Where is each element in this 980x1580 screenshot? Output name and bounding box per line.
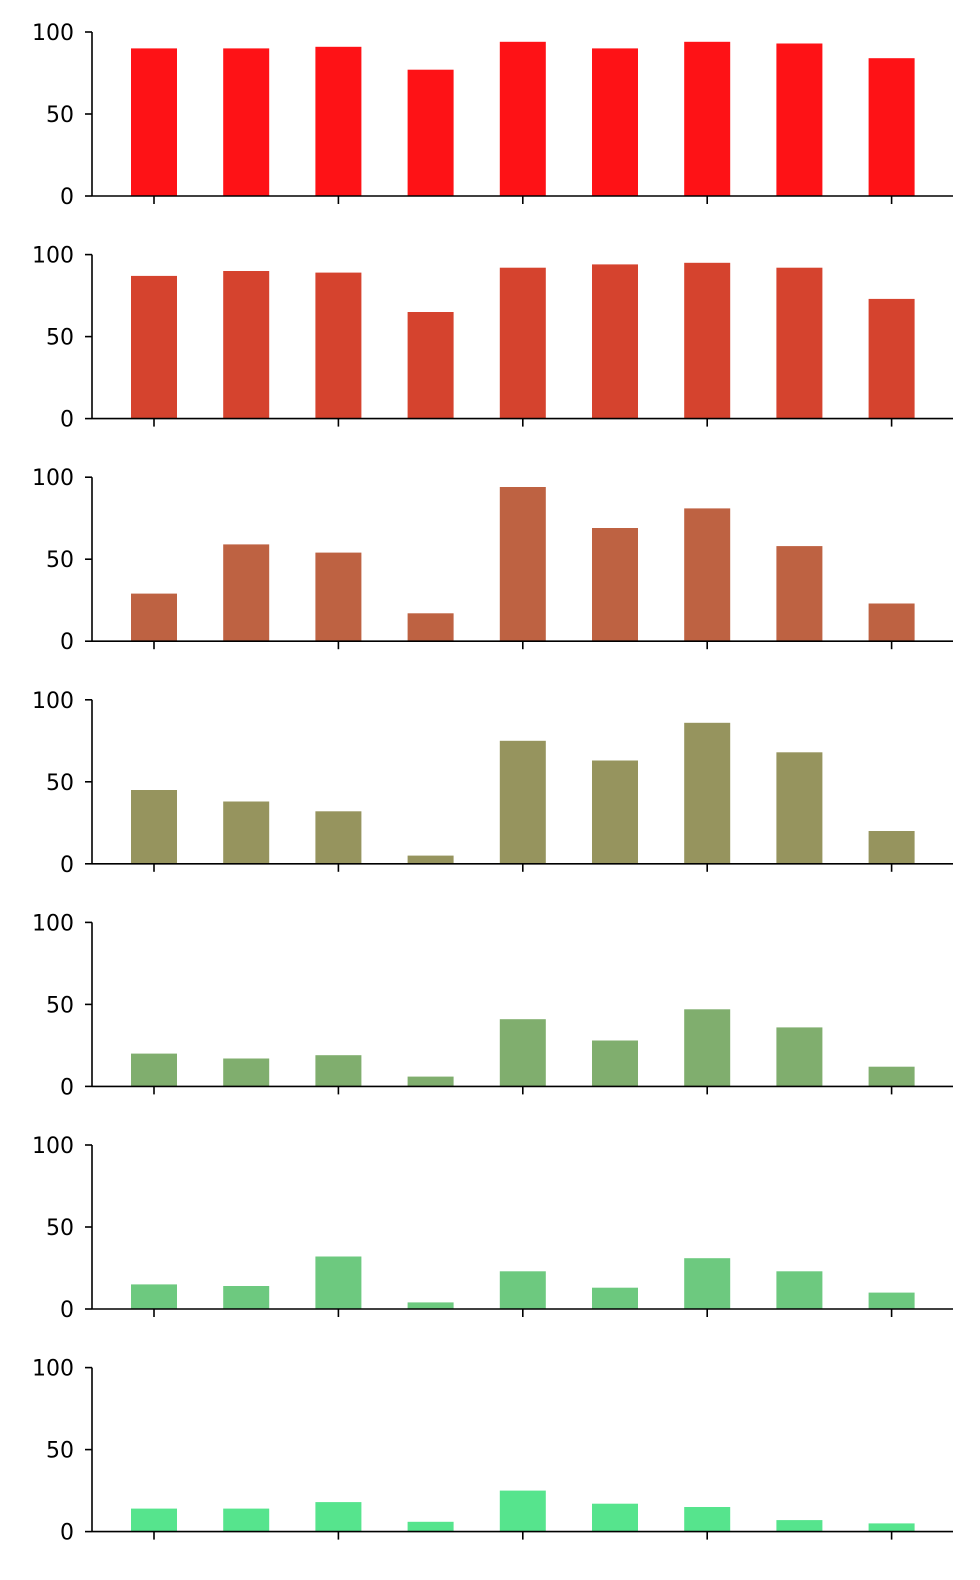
y-tick-label: 0 (60, 185, 74, 210)
y-tick-label: 100 (32, 244, 74, 269)
bar (407, 1076, 454, 1087)
bar (776, 546, 823, 642)
y-tick-label: 0 (60, 1298, 74, 1323)
bar (499, 487, 546, 642)
bar (131, 48, 177, 197)
bar (223, 271, 270, 419)
bar (684, 1009, 731, 1087)
bar (684, 1258, 731, 1309)
bar (499, 1490, 546, 1532)
chart-panel-4: 0 50 100 (32, 689, 953, 878)
y-tick-label: 50 (46, 771, 74, 796)
bar (592, 528, 638, 642)
bar (407, 312, 454, 419)
y-tick-label: 100 (32, 1134, 74, 1159)
y-tick-label: 100 (32, 911, 74, 936)
bar (868, 1292, 915, 1309)
y-tick-label: 0 (60, 408, 74, 433)
bar (868, 603, 915, 642)
bar (592, 264, 638, 419)
chart-panel-7: 0 50 100 (32, 1357, 953, 1546)
bar (868, 1523, 915, 1532)
y-tick-label: 50 (46, 993, 74, 1018)
bar (868, 1066, 915, 1087)
bar (131, 1284, 177, 1309)
chart-panel-3: 0 50 100 (32, 466, 953, 655)
y-tick-label: 50 (46, 548, 74, 573)
bar (131, 593, 177, 642)
chart-panel-2: 0 50 100 (32, 244, 953, 433)
bar (407, 613, 454, 642)
bar (776, 267, 823, 419)
bar (315, 1502, 362, 1532)
chart-panel-1: 0 50 100 (32, 21, 953, 210)
bar (223, 544, 270, 642)
bar (315, 1256, 362, 1309)
bar (499, 1271, 546, 1309)
bar (592, 760, 638, 864)
bar (684, 722, 731, 864)
bar (315, 272, 362, 419)
bar (315, 46, 362, 196)
y-tick-label: 50 (46, 103, 74, 128)
y-tick-label: 100 (32, 466, 74, 491)
bar (315, 811, 362, 864)
bar (592, 48, 638, 197)
bar (407, 69, 454, 196)
y-tick-label: 0 (60, 1521, 74, 1546)
bar (315, 552, 362, 642)
bar (684, 1507, 731, 1532)
bar (684, 262, 731, 419)
chart-panel-5: 0 50 100 (32, 911, 953, 1100)
bar (131, 275, 177, 419)
bar (407, 1302, 454, 1309)
bar (868, 58, 915, 197)
y-tick-label: 50 (46, 1439, 74, 1464)
bar (223, 1058, 270, 1087)
bar (499, 1019, 546, 1087)
bar (592, 1040, 638, 1087)
bar (684, 41, 731, 196)
y-tick-label: 100 (32, 689, 74, 714)
bar (223, 801, 270, 864)
bar (315, 1055, 362, 1087)
y-tick-label: 50 (46, 1216, 74, 1241)
y-tick-label: 50 (46, 326, 74, 351)
bar (868, 831, 915, 864)
bar (223, 48, 270, 197)
bar (776, 1271, 823, 1309)
bar (407, 855, 454, 864)
bar (131, 790, 177, 864)
bar (223, 1508, 270, 1532)
bar (776, 752, 823, 864)
bar (499, 267, 546, 419)
y-tick-label: 0 (60, 1075, 74, 1100)
bar (776, 1520, 823, 1532)
bar (407, 1521, 454, 1532)
y-tick-label: 100 (32, 21, 74, 46)
chart-panel-6: 0 50 100 (32, 1134, 953, 1323)
y-tick-label: 0 (60, 853, 74, 878)
bar (131, 1053, 177, 1087)
bar (592, 1503, 638, 1532)
bar (684, 508, 731, 642)
bar (499, 41, 546, 196)
bar (131, 1508, 177, 1532)
bar (776, 1027, 823, 1087)
bar (868, 298, 915, 419)
bar (223, 1286, 270, 1309)
y-tick-label: 100 (32, 1357, 74, 1382)
bar (499, 740, 546, 864)
bar (776, 43, 823, 196)
bar (592, 1287, 638, 1309)
y-tick-label: 0 (60, 630, 74, 655)
